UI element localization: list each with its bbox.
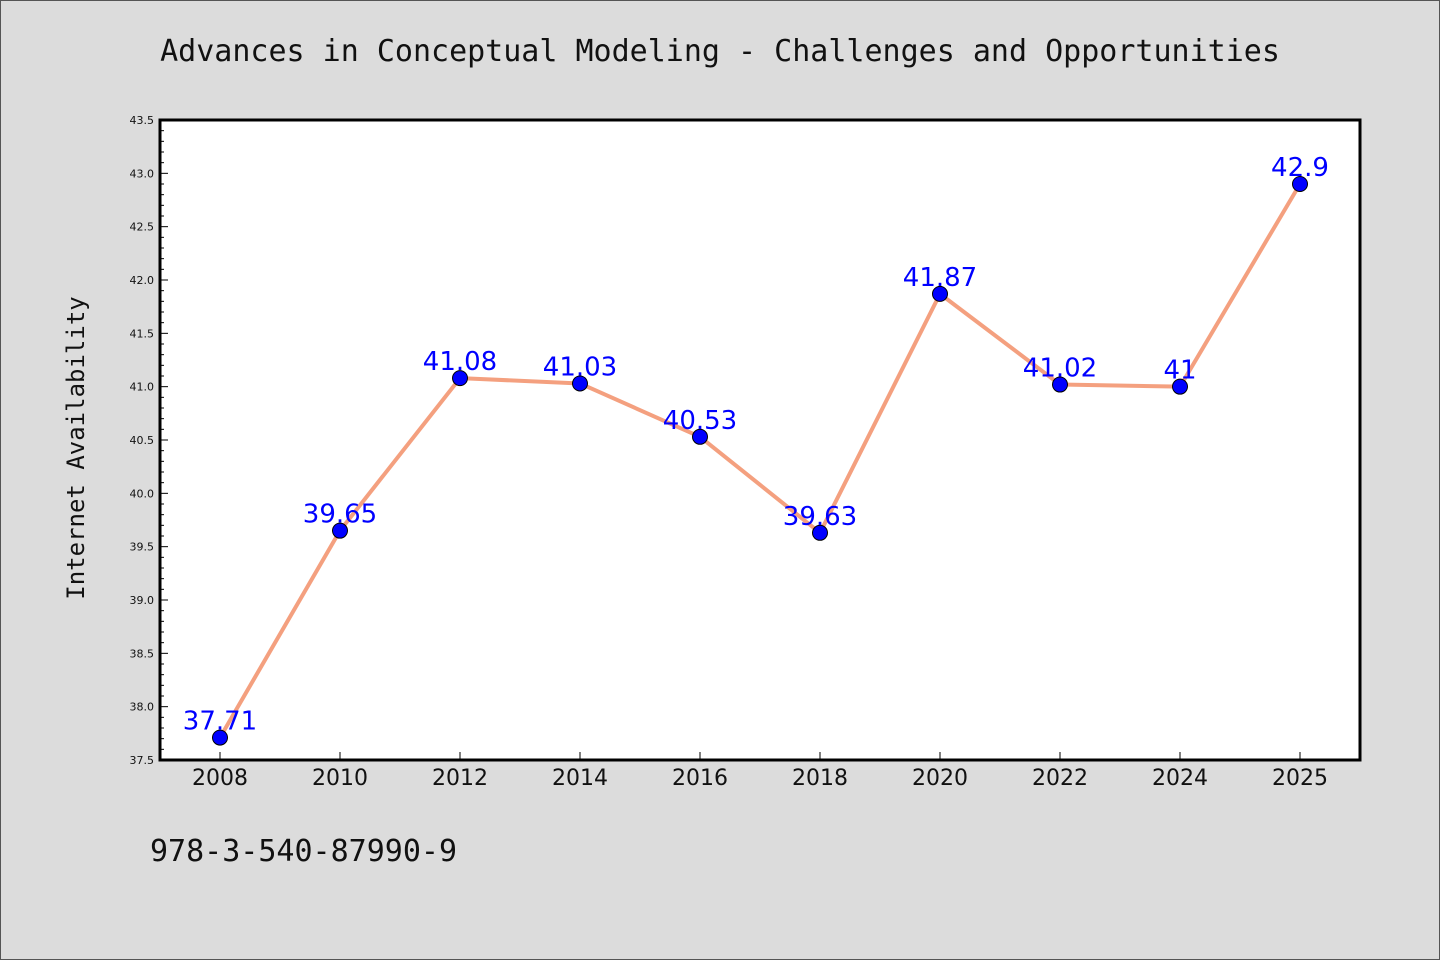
x-tick-label: 2025 [1272,766,1328,791]
data-point [1172,378,1188,395]
data-point [572,375,588,392]
x-tick-label: 2014 [552,766,608,791]
x-tick-label: 2010 [312,766,368,791]
x-tick-label: 2024 [1152,766,1208,791]
data-label: 41.08 [423,347,497,377]
data-label: 40.53 [663,406,737,436]
x-tick-label: 2016 [672,766,728,791]
series-line [218,182,1302,740]
y-tick-label: 38.0 [130,701,155,714]
y-tick-label: 43.0 [130,167,155,180]
x-tick-label: 2020 [912,766,968,791]
isbn-text: 978-3-540-87990-9 [150,834,458,869]
chart-title: Advances in Conceptual Modeling - Challe… [160,34,1280,69]
x-tick-label: 2008 [192,766,248,791]
plot-area [160,120,1360,760]
data-point [1292,176,1308,192]
data-point [212,729,228,746]
data-point [1052,376,1068,393]
y-tick-label: 39.5 [130,541,155,554]
data-label: 41.87 [903,263,977,293]
y-tick-label: 43.5 [130,114,155,127]
data-label: 39.65 [303,500,377,530]
y-tick-label: 42.5 [130,221,155,234]
y-tick-label: 41.0 [130,381,155,394]
data-point [452,370,468,387]
data-point [332,522,348,539]
y-tick-label: 40.5 [130,434,155,447]
y-tick-label: 39.0 [130,594,155,607]
data-label: 41 [1163,356,1196,386]
data-label: 37.71 [183,707,257,737]
data-label: 39.63 [783,502,857,532]
x-tick-label: 2022 [1032,766,1088,791]
y-tick-label: 40.0 [130,487,155,500]
data-label: 41.02 [1023,354,1097,384]
x-tick-label: 2012 [432,766,488,791]
x-tick-label: 2018 [792,766,848,791]
data-point [692,428,708,445]
data-label: 41.03 [543,352,617,382]
data-point [812,524,828,541]
data-point [932,285,948,302]
y-tick-label: 42.0 [130,274,155,287]
data-label: 42.9 [1271,153,1329,183]
y-tick-label: 37.5 [130,754,155,767]
y-tick-label: 41.5 [130,327,155,340]
y-tick-label: 38.5 [130,647,155,660]
plot-frame [158,118,1362,762]
